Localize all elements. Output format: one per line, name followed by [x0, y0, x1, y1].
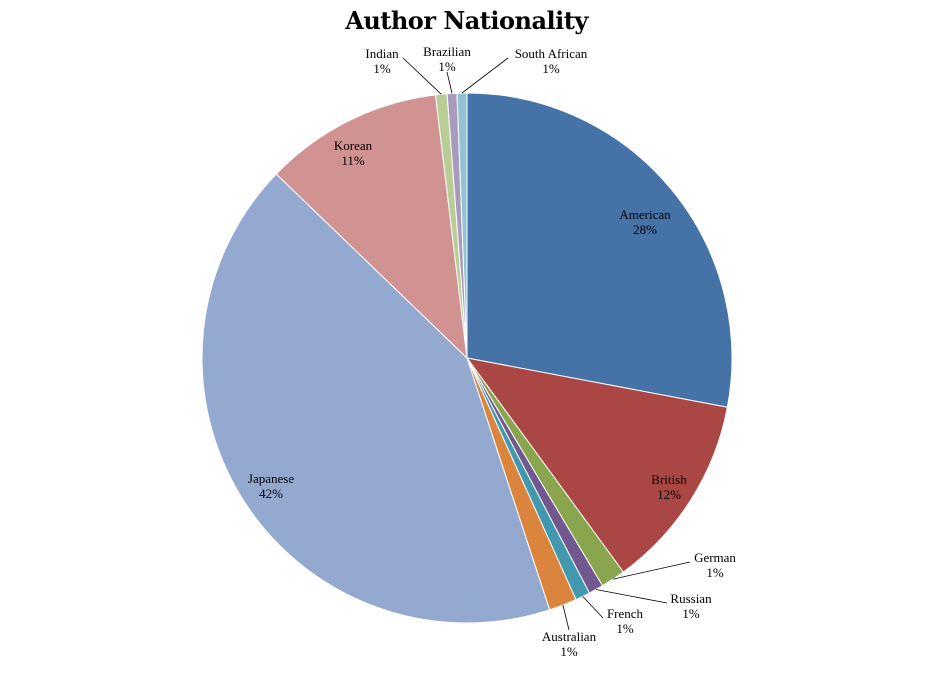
slice-label-percent: 1%: [706, 565, 724, 580]
slice-label-name: Indian: [365, 46, 399, 61]
slice-label-name: South African: [515, 46, 588, 61]
slice-label-percent: 1%: [373, 61, 391, 76]
leader-line-french: [582, 596, 604, 619]
pie-slice-korean: [275, 94, 468, 360]
leader-line-russian: [595, 589, 668, 604]
leader-line-australian: [562, 604, 570, 631]
slice-label-name: Japanese: [248, 471, 294, 486]
slice-label-percent: 1%: [542, 61, 560, 76]
slice-label-name: British: [651, 472, 687, 487]
slice-label-percent: 42%: [259, 486, 283, 501]
leader-line-south-african: [461, 57, 509, 94]
slice-label-name: German: [694, 550, 736, 565]
chart-title: Author Nationality: [345, 6, 588, 35]
leader-line-brazilian: [446, 71, 453, 94]
slice-label-name: Brazilian: [423, 44, 471, 59]
slice-label-name: American: [619, 207, 671, 222]
slice-label-percent: 11%: [341, 153, 365, 168]
slice-label-percent: 28%: [633, 222, 657, 237]
pie-slice-south-african: [456, 92, 468, 359]
pie-slice-american: [466, 92, 733, 408]
slice-label-percent: 1%: [682, 606, 700, 621]
slice-label-name: Russian: [670, 591, 712, 606]
slice-label-percent: 1%: [438, 59, 456, 74]
slice-label-percent: 1%: [560, 644, 578, 659]
pie-slice-japanese: [201, 173, 551, 624]
slice-label-name: French: [607, 606, 644, 621]
leader-line-indian: [402, 57, 442, 95]
slice-label-percent: 12%: [657, 487, 681, 502]
pie-slice-british: [465, 357, 728, 573]
leader-line-german: [613, 561, 691, 580]
slice-label-name: Korean: [334, 138, 373, 153]
slice-label-name: Australian: [542, 629, 597, 644]
slice-label-percent: 1%: [616, 621, 634, 636]
